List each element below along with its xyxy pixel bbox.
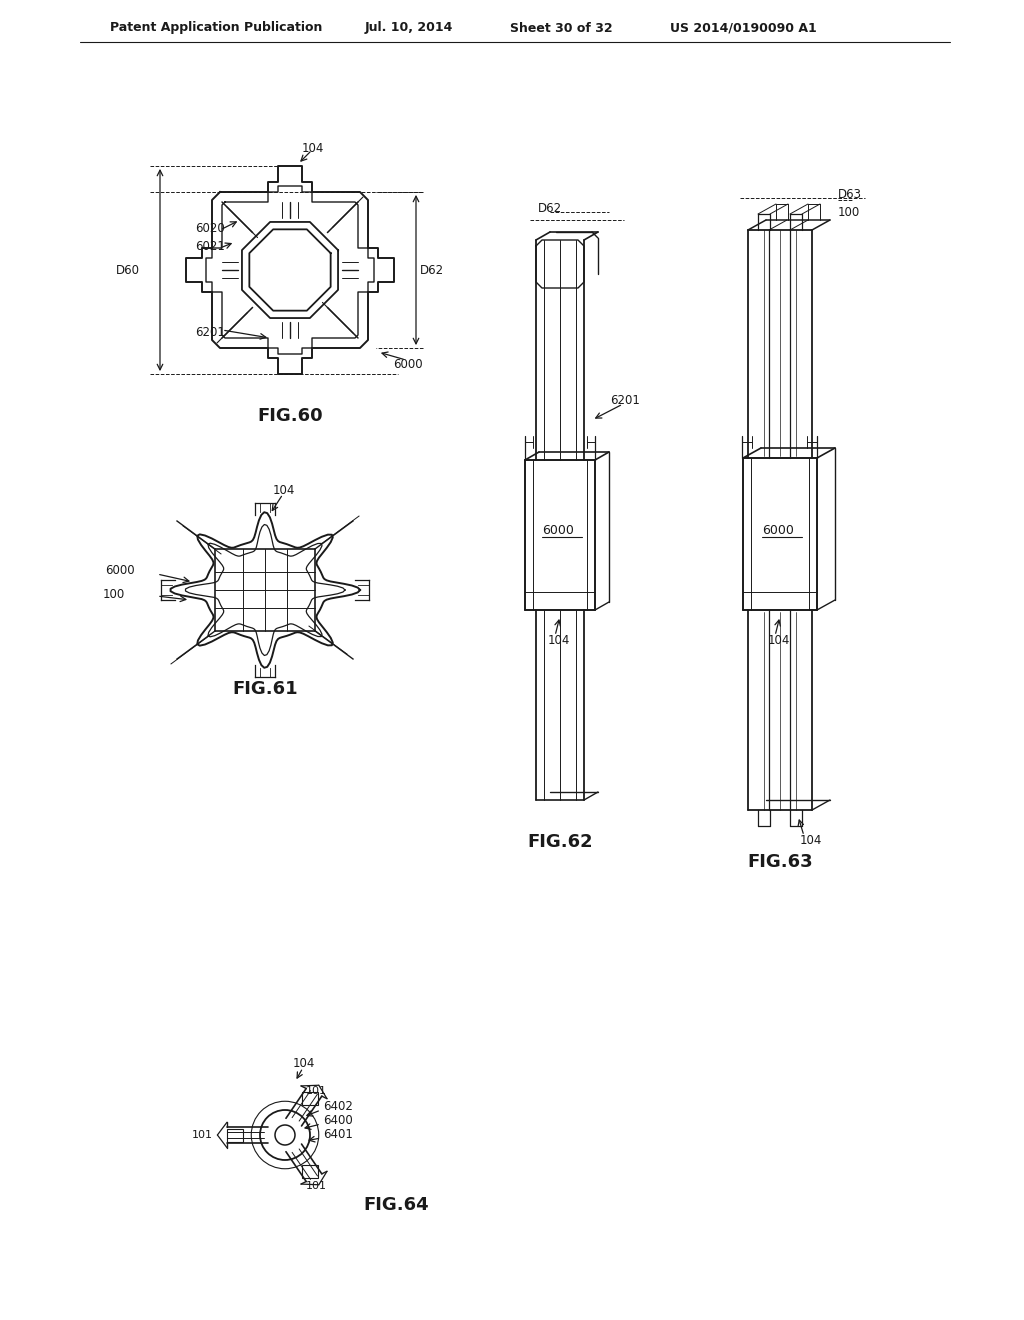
Text: FIG.63: FIG.63 <box>748 853 813 871</box>
Text: 104: 104 <box>273 484 295 498</box>
Text: 101: 101 <box>306 1181 327 1191</box>
Text: 6021: 6021 <box>195 239 225 252</box>
Text: D62: D62 <box>420 264 444 276</box>
Text: Jul. 10, 2014: Jul. 10, 2014 <box>365 21 454 34</box>
Text: 101: 101 <box>306 1086 327 1096</box>
Text: FIG.62: FIG.62 <box>527 833 593 851</box>
Text: 6000: 6000 <box>762 524 794 536</box>
Text: D63: D63 <box>838 189 862 202</box>
Text: FIG.64: FIG.64 <box>362 1196 429 1214</box>
Text: 104: 104 <box>293 1057 315 1071</box>
Text: 104: 104 <box>800 833 822 846</box>
Text: Sheet 30 of 32: Sheet 30 of 32 <box>510 21 612 34</box>
Text: 6201: 6201 <box>195 326 225 338</box>
Text: D60: D60 <box>116 264 140 276</box>
Text: 6000: 6000 <box>105 564 135 577</box>
Text: 104: 104 <box>548 634 570 647</box>
Text: 6000: 6000 <box>393 358 423 371</box>
Text: 101: 101 <box>191 1130 213 1140</box>
Text: Patent Application Publication: Patent Application Publication <box>110 21 323 34</box>
Text: FIG.61: FIG.61 <box>232 680 298 698</box>
Text: 100: 100 <box>102 587 125 601</box>
Text: 6401: 6401 <box>323 1129 353 1142</box>
Text: US 2014/0190090 A1: US 2014/0190090 A1 <box>670 21 817 34</box>
Text: 104: 104 <box>768 634 791 647</box>
Text: 6000: 6000 <box>542 524 573 536</box>
Text: 6201: 6201 <box>610 393 640 407</box>
Text: 6400: 6400 <box>323 1114 352 1127</box>
Text: 6020: 6020 <box>195 222 224 235</box>
Text: 104: 104 <box>302 141 325 154</box>
Text: 6402: 6402 <box>323 1101 353 1114</box>
Text: 100: 100 <box>838 206 860 219</box>
Text: FIG.60: FIG.60 <box>257 407 323 425</box>
Text: D62: D62 <box>538 202 562 214</box>
